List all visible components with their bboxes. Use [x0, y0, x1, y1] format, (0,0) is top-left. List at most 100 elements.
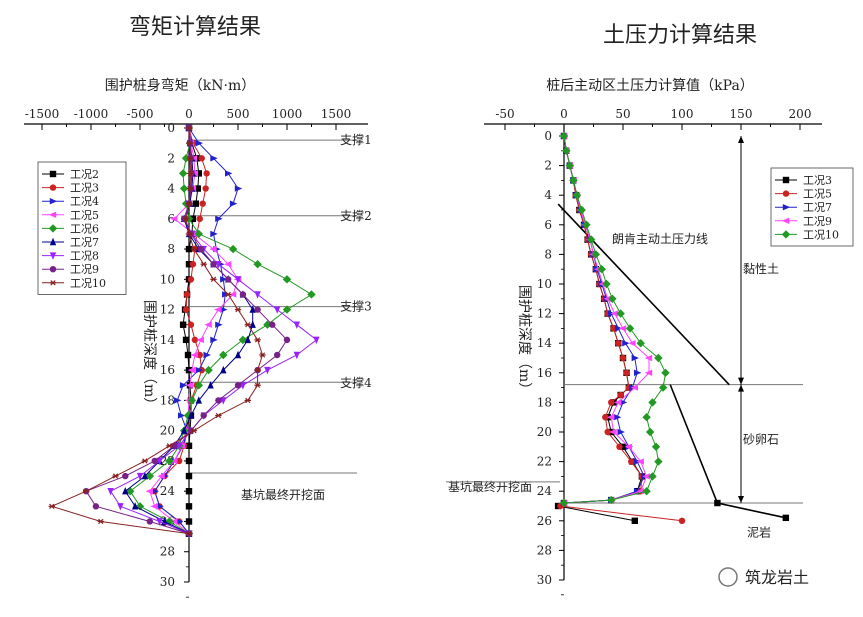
pressure-data-point [608, 399, 615, 406]
moment-data-point [194, 185, 202, 192]
moment-data-point [190, 428, 198, 434]
pressure-data-point [604, 428, 611, 436]
moment-data-point-c [225, 291, 231, 298]
moment-data-point [183, 291, 191, 298]
moment-data-point [313, 336, 320, 345]
pressure-data-point [619, 399, 628, 406]
moment-x-tick-label: -1500 [25, 107, 60, 121]
moment-data-point [185, 530, 193, 537]
moment-data-point [185, 503, 193, 510]
pressure-layer-label: 砂卵石 [743, 432, 779, 446]
moment-data-point [274, 306, 281, 314]
pressure-data-point [615, 325, 623, 332]
pressure-series-line-工况9 [563, 135, 650, 504]
moment-data-point [225, 276, 232, 283]
pressure-data-point [603, 295, 611, 302]
moment-data-point [182, 336, 190, 344]
rankine-line-label: 朗肯主动土压力线 [612, 232, 708, 246]
pressure-data-point [582, 220, 591, 229]
moment-data-point [220, 365, 227, 374]
pressure-data-point [607, 414, 615, 421]
moment-data-point [185, 457, 193, 465]
pressure-data-point [602, 414, 609, 421]
moment-data-point [194, 229, 203, 239]
pressure-y-tick-label: 6 [544, 218, 552, 232]
moment-legend-label: 工况3 [70, 182, 99, 195]
moment-legend-marker [49, 252, 57, 260]
pressure-x-tick-label: 200 [789, 107, 812, 121]
moment-data-point [200, 261, 207, 267]
moment-data-point [209, 245, 217, 253]
moment-data-point [192, 200, 200, 207]
moment-data-point [117, 503, 124, 511]
moment-data-point [186, 155, 194, 161]
pressure-x-tick-label: 150 [730, 107, 753, 121]
moment-x-tick-label: -1000 [74, 107, 109, 121]
moment-data-point [170, 215, 178, 222]
watermark: 筑龙岩土 [718, 567, 809, 587]
moment-y-axis-label: 围护桩深度（m） [141, 300, 158, 411]
pressure-data-point [559, 498, 569, 508]
moment-legend-marker [49, 266, 57, 273]
pressure-data-point [577, 205, 586, 215]
moment-data-point-c [201, 261, 207, 267]
moment-data-point [198, 155, 205, 162]
pressure-data-point [648, 398, 657, 407]
moment-data-point [215, 321, 223, 328]
moment-data-point-c [187, 185, 193, 192]
moment-data-point [239, 291, 247, 298]
pressure-data-point [586, 235, 596, 244]
moment-data-point [145, 471, 154, 481]
pressure-legend-label: 工况9 [803, 215, 832, 228]
moment-data-point-c [186, 201, 192, 207]
moment-data-point [157, 472, 165, 480]
moment-data-point [92, 503, 100, 510]
moment-data-point [195, 139, 203, 147]
moment-y-tick-label: 12 [160, 303, 175, 317]
moment-data-point [185, 245, 193, 253]
moment-data-point [185, 261, 193, 268]
pressure-x-tick-label: 100 [671, 107, 694, 121]
moment-data-point [283, 336, 291, 344]
pressure-layer-label: 黏性土 [743, 262, 779, 276]
pressure-y-tick-label: 10 [537, 277, 552, 291]
pressure-data-point [651, 442, 661, 451]
moment-data-point [187, 276, 195, 283]
moment-data-point [259, 352, 266, 358]
moment-y-tick-label: 8 [167, 242, 175, 256]
rankine-line-gravel [669, 384, 787, 519]
moment-data-point [254, 367, 261, 373]
moment-data-point [225, 291, 232, 298]
pressure-data-point [602, 279, 611, 289]
moment-data-point [224, 261, 232, 268]
pressure-data-point [631, 517, 638, 524]
moment-y-tick-label: 30 [160, 575, 175, 589]
moment-data-point [254, 291, 261, 299]
moment-data-point [176, 442, 183, 450]
pressure-data-point [617, 391, 624, 399]
moment-y-tick-label: 24 [160, 484, 176, 498]
moment-reference-label: 支撑3 [340, 299, 372, 314]
pressure-data-point [631, 354, 639, 362]
moment-data-point [186, 140, 193, 146]
moment-series-line-工况7 [124, 127, 254, 535]
pressure-data-point [613, 414, 622, 421]
moment-data-point [176, 518, 184, 525]
moment-data-point [220, 276, 228, 283]
pressure-chart: 土压力计算结果 桩后主动区土压力计算值（kPa） 围护桩深度（m） 朗肯主动土压… [446, 23, 854, 596]
moment-data-point-c [210, 276, 217, 282]
moment-data-point [239, 382, 247, 390]
moment-legend-label: 工况5 [70, 209, 99, 222]
moment-data-point [182, 306, 190, 313]
moment-chart: 弯矩计算结果 围护桩身弯矩（kN·m） 围护桩深度（m） -1500 -1000 -… [24, 15, 372, 598]
moment-data-point [203, 351, 211, 359]
moment-data-point [180, 426, 188, 434]
moment-legend-label: 工况6 [70, 222, 99, 235]
pressure-data-point [628, 458, 635, 465]
pressure-data-point [617, 428, 625, 436]
moment-data-point [220, 397, 227, 405]
pressure-dimension-arrow [738, 384, 744, 392]
moment-data-point [185, 488, 193, 495]
pressure-y-tick-label: 26 [537, 514, 552, 528]
pressure-data-point [623, 369, 630, 376]
